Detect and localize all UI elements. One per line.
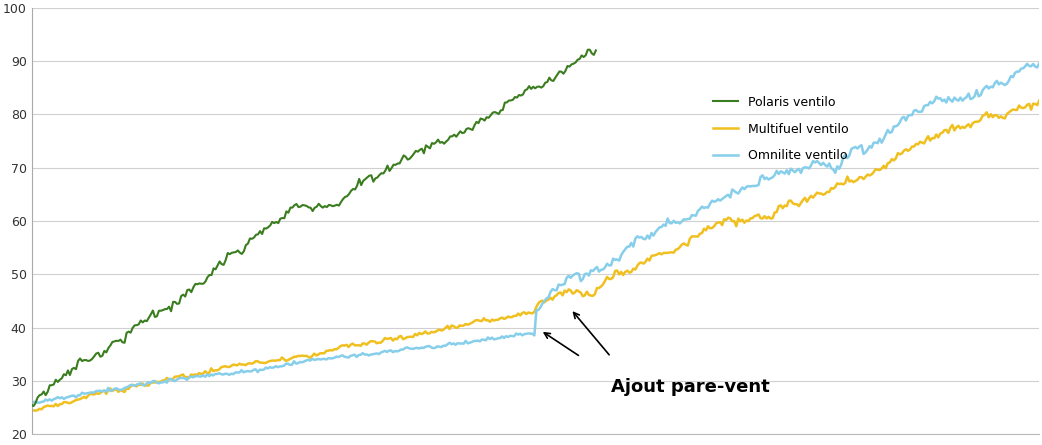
Text: Ajout pare-vent: Ajout pare-vent <box>611 378 770 396</box>
Legend: Polaris ventilo, Multifuel ventilo, Omnilite ventilo: Polaris ventilo, Multifuel ventilo, Omni… <box>708 91 853 167</box>
